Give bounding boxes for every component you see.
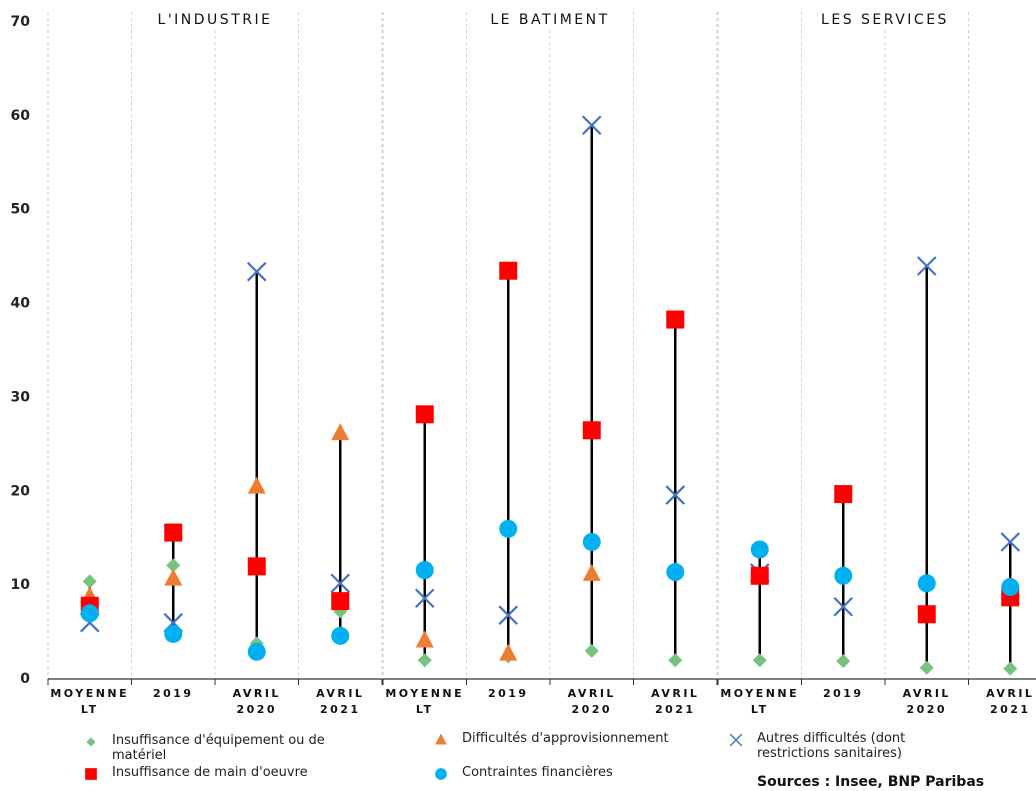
marker-circle: [582, 532, 601, 551]
marker-square: [415, 405, 434, 424]
marker-circle: [750, 540, 769, 559]
marker-x: [729, 733, 743, 747]
marker-circle: [435, 768, 447, 780]
marker-x: [665, 485, 686, 505]
legend-icon: [435, 733, 447, 745]
x-tick-label: AVRIL 2020: [902, 687, 951, 716]
panel-title: L'INDUSTRIE: [158, 12, 273, 28]
x-tick-label: MOYENNE LT: [720, 687, 800, 716]
source: Sources : Insee, BNP Paribas: [757, 774, 985, 790]
marker-circle: [834, 566, 853, 585]
y-tick-label: 10: [11, 577, 31, 593]
y-tick-label: 40: [11, 296, 31, 312]
marker-triangle: [247, 476, 266, 494]
legend-icon: [85, 768, 97, 780]
marker-circle: [247, 642, 266, 661]
x-tick-label: 2019: [152, 687, 194, 700]
y-tick-label: 20: [11, 483, 31, 499]
x-tick-label: MOYENNE LT: [50, 687, 130, 716]
legend-label: Autres difficultés (dont restrictions sa…: [757, 731, 906, 761]
title-bg: [815, 10, 955, 30]
marker-triangle: [415, 630, 434, 648]
legend-icon: [86, 737, 96, 747]
marker-diamond: [417, 653, 432, 668]
x-tick-label: MOYENNE LT: [385, 687, 465, 716]
marker-x: [246, 261, 267, 282]
title-bg: [484, 10, 616, 30]
marker-circle: [331, 626, 350, 645]
marker-diamond: [1003, 661, 1018, 676]
marker-square: [247, 557, 266, 576]
marker-diamond: [668, 653, 683, 668]
y-tick-label: 60: [11, 108, 31, 124]
marker-square: [834, 485, 853, 504]
marker-circle: [415, 561, 434, 580]
marker-square: [164, 523, 183, 542]
legend-icon: [435, 768, 447, 780]
x-tick-label: AVRIL 2020: [567, 687, 616, 716]
marker-x: [916, 256, 937, 276]
legend-label: Insuffisance d'équipement ou de matériel: [112, 733, 325, 763]
marker-diamond: [919, 660, 934, 675]
marker-circle: [917, 574, 936, 593]
panel-title: LE BATIMENT: [490, 12, 609, 28]
legend-label: Insuffisance de main d'oeuvre: [112, 765, 308, 780]
marker-diamond: [86, 737, 96, 747]
marker-circle: [499, 519, 518, 538]
marker-x: [414, 588, 435, 609]
marker-triangle: [164, 568, 183, 586]
title-bg: [151, 10, 279, 30]
marker-square: [499, 261, 518, 280]
y-tick-label: 0: [20, 671, 30, 687]
marker-triangle: [499, 643, 518, 661]
panel-title: LES SERVICES: [821, 12, 949, 28]
marker-diamond: [166, 558, 181, 573]
marker-diamond: [82, 574, 97, 589]
marker-triangle: [582, 563, 601, 581]
x-tick-label: AVRIL 2021: [986, 687, 1035, 716]
y-tick-label: 70: [11, 14, 31, 30]
legend-item: Insuffisance de main d'oeuvre: [80, 765, 308, 783]
x-tick-label: AVRIL 2021: [316, 687, 365, 716]
marker-diamond: [836, 654, 851, 669]
x-tick-label: AVRIL 2020: [232, 687, 281, 716]
legend-item: Insuffisance d'équipement ou de matériel: [80, 733, 342, 763]
marker-circle: [666, 563, 685, 582]
marker-diamond: [752, 653, 767, 668]
marker-x: [498, 605, 519, 625]
marker-square: [582, 421, 601, 440]
marker-x: [330, 573, 351, 594]
marker-circle: [164, 624, 183, 643]
legend-icon: [729, 733, 743, 747]
x-tick-label: 2019: [822, 687, 864, 700]
marker-square: [750, 566, 769, 585]
y-tick-label: 50: [11, 202, 31, 218]
marker-square: [917, 605, 936, 624]
x-tick-label: 2019: [487, 687, 529, 700]
marker-square: [666, 310, 685, 329]
y-tick-label: 30: [11, 389, 31, 405]
x-tick-label: AVRIL 2021: [651, 687, 700, 716]
marker-square: [331, 592, 350, 611]
marker-diamond: [584, 643, 599, 658]
marker-x: [833, 596, 854, 617]
legend-label: Contraintes financières: [462, 765, 613, 780]
legend-label: Difficultés d'approvisionnement: [462, 731, 669, 746]
marker-triangle: [435, 733, 447, 745]
legend-item: Contraintes financières: [430, 765, 613, 783]
legend-item: Difficultés d'approvisionnement: [430, 731, 669, 749]
marker-triangle: [331, 423, 350, 441]
marker-circle: [80, 604, 99, 623]
marker-x: [581, 115, 602, 136]
legend-item: Autres difficultés (dont restrictions sa…: [725, 731, 957, 761]
marker-square: [85, 768, 97, 780]
marker-circle: [1001, 578, 1020, 597]
marker-x: [1000, 532, 1021, 552]
